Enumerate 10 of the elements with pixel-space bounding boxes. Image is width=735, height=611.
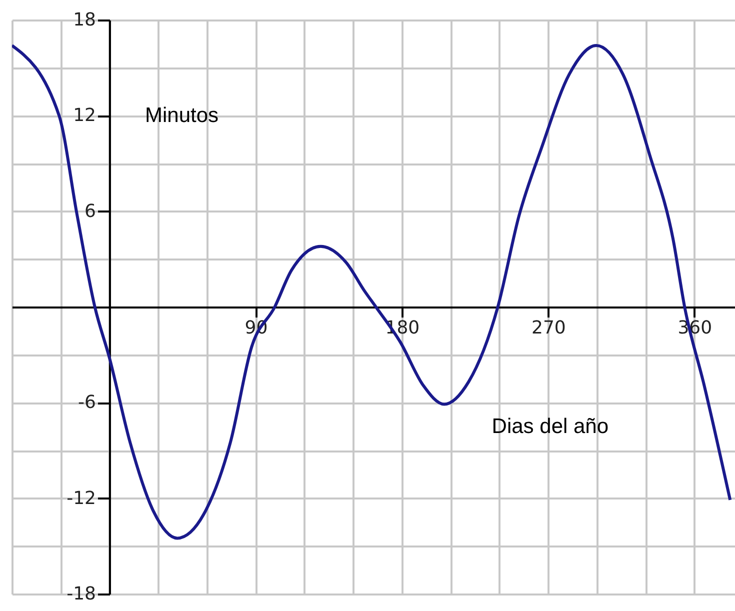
x-axis-title: Dias del año	[492, 415, 609, 438]
y-axis-title: Minutos	[144, 104, 219, 128]
line-series	[12, 44, 732, 540]
y-tick-label: -18	[66, 584, 96, 604]
y-tick-label: -6	[78, 392, 96, 414]
y-tick-label: -12	[66, 488, 96, 509]
y-tick-label: 18	[73, 10, 96, 30]
x-tick-label: 270	[531, 318, 566, 338]
y-tick-label: 12	[73, 105, 96, 126]
y-tick-label: 6	[84, 200, 96, 222]
